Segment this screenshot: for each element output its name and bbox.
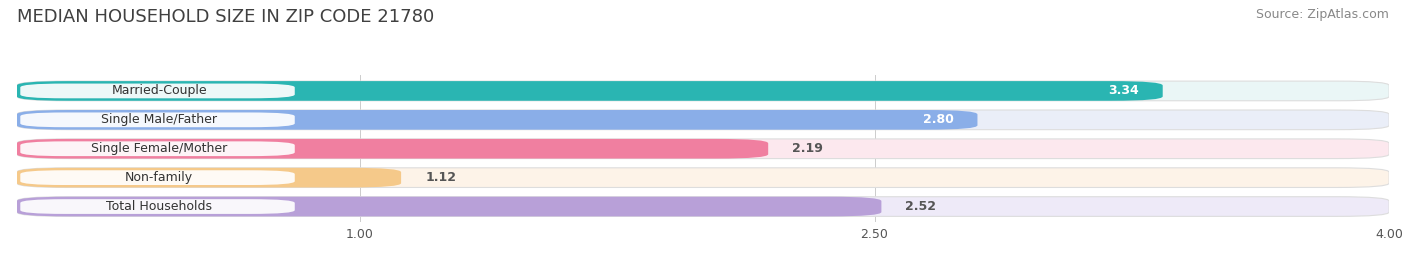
FancyBboxPatch shape: [17, 81, 1163, 101]
FancyBboxPatch shape: [17, 110, 1389, 130]
Text: Single Female/Mother: Single Female/Mother: [91, 142, 228, 155]
FancyBboxPatch shape: [17, 197, 1389, 216]
FancyBboxPatch shape: [17, 110, 977, 130]
Text: Total Households: Total Households: [107, 200, 212, 213]
Text: Married-Couple: Married-Couple: [111, 84, 207, 98]
FancyBboxPatch shape: [17, 139, 768, 159]
Text: Non-family: Non-family: [125, 171, 193, 184]
FancyBboxPatch shape: [17, 168, 1389, 188]
Text: Source: ZipAtlas.com: Source: ZipAtlas.com: [1256, 8, 1389, 21]
Text: MEDIAN HOUSEHOLD SIZE IN ZIP CODE 21780: MEDIAN HOUSEHOLD SIZE IN ZIP CODE 21780: [17, 8, 434, 26]
Text: 3.34: 3.34: [1108, 84, 1139, 98]
FancyBboxPatch shape: [20, 199, 295, 214]
FancyBboxPatch shape: [20, 142, 295, 156]
Text: 2.19: 2.19: [792, 142, 823, 155]
FancyBboxPatch shape: [20, 84, 295, 98]
Text: 2.52: 2.52: [905, 200, 936, 213]
Text: 2.80: 2.80: [922, 113, 953, 126]
Text: Single Male/Father: Single Male/Father: [101, 113, 218, 126]
FancyBboxPatch shape: [20, 113, 295, 127]
Text: 1.12: 1.12: [425, 171, 456, 184]
FancyBboxPatch shape: [17, 168, 401, 188]
FancyBboxPatch shape: [17, 81, 1389, 101]
FancyBboxPatch shape: [20, 170, 295, 185]
FancyBboxPatch shape: [17, 139, 1389, 159]
FancyBboxPatch shape: [17, 197, 882, 216]
